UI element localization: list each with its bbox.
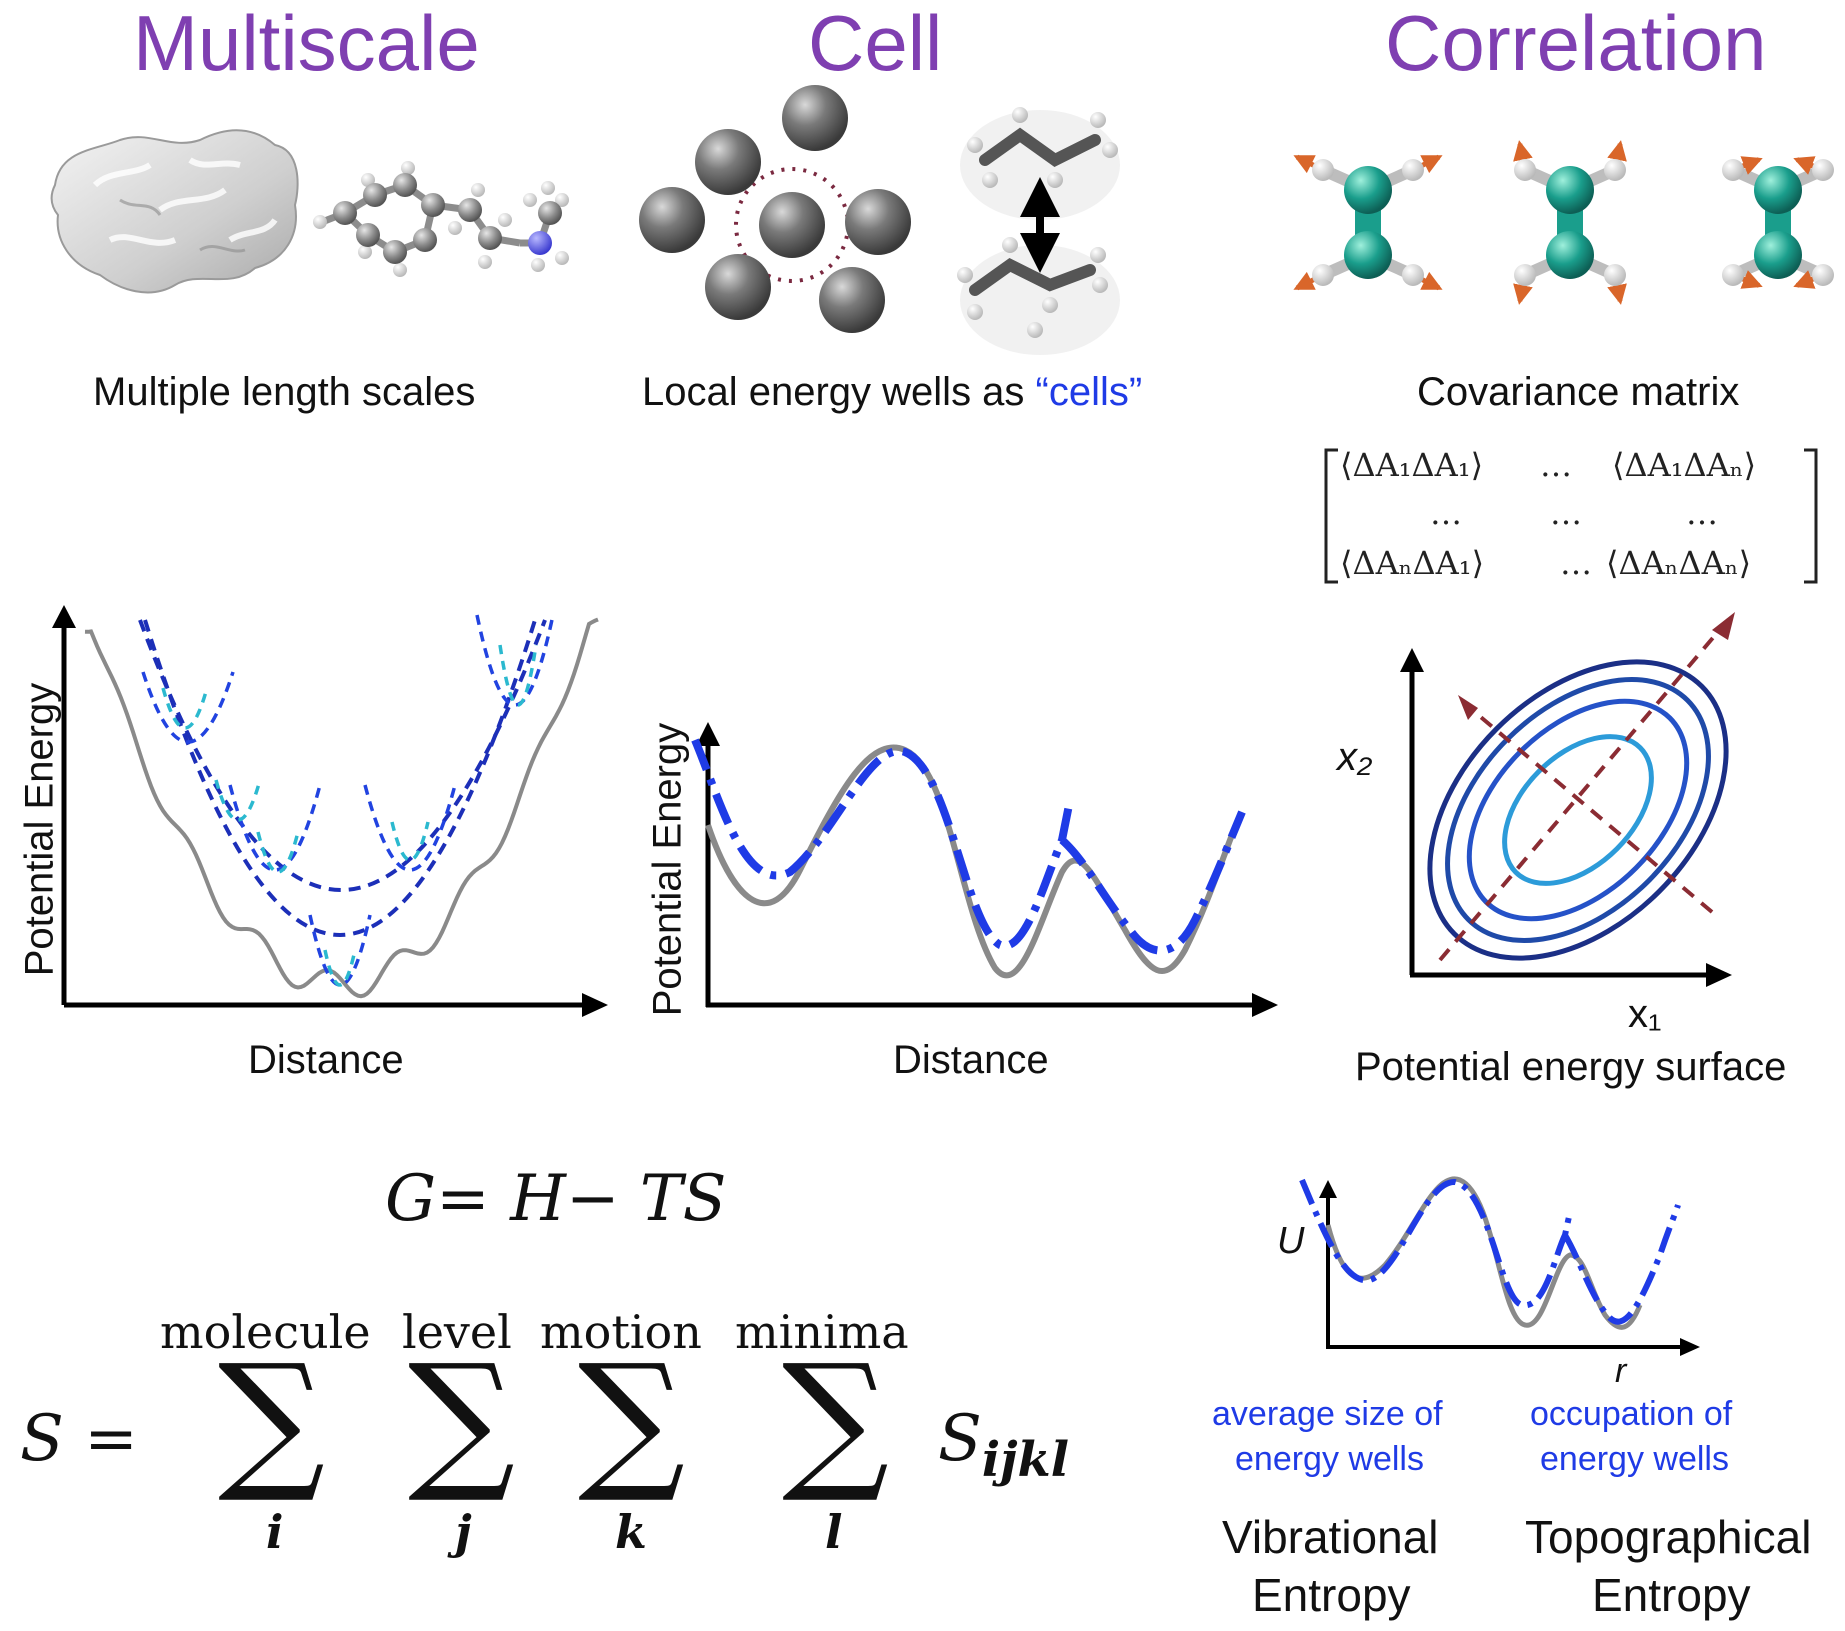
matrix-r1c3: ⟨ΔA₁ΔAₙ⟩ — [1612, 446, 1757, 484]
entropy-axis-u: U — [1277, 1220, 1305, 1262]
heading-multiscale: Multiscale — [133, 0, 480, 87]
vib-title-line1: Vibrational — [1222, 1511, 1439, 1563]
sum-index-j: j — [455, 1505, 472, 1559]
caption-local-energy-wells: Local energy wells as “cells” — [642, 370, 1142, 415]
caption-cells-prefix: Local energy wells as — [642, 370, 1036, 414]
multiscale-xlabel: Distance — [248, 1038, 404, 1082]
caption-potential-energy-surface: Potential energy surface — [1355, 1045, 1787, 1089]
sum-label-minima: minima — [735, 1305, 909, 1359]
ethylene-normal-modes — [1293, 140, 1834, 305]
sum-label-molecule: molecule — [160, 1305, 371, 1359]
vib-note-line1: average size of — [1212, 1395, 1443, 1433]
matrix-r2c1: … — [1430, 494, 1462, 532]
matrix-r2c3: … — [1686, 494, 1718, 532]
entropy-term-symbol: S — [938, 1402, 982, 1476]
sum-symbol-2: ∑ — [408, 1333, 516, 1507]
sum-symbol-3: ∑ — [578, 1333, 686, 1507]
matrix-r3c3: ⟨ΔAₙΔAₙ⟩ — [1606, 544, 1752, 582]
protein-surface-blob — [50, 129, 299, 294]
sum-index-i: i — [266, 1505, 284, 1559]
matrix-r2c2: … — [1550, 494, 1582, 532]
multiscale-ylabel: Potential Energy — [17, 682, 62, 977]
caption-covariance-matrix: Covariance matrix — [1417, 370, 1740, 414]
sum-index-l: l — [825, 1505, 843, 1559]
butane-pair-with-arrow — [957, 107, 1120, 355]
heading-correlation: Correlation — [1385, 0, 1767, 87]
caption-multiple-length-scales: Multiple length scales — [93, 370, 476, 414]
caption-cells-highlight: “cells” — [1035, 370, 1143, 414]
matrix-r1c1: ⟨ΔA₁ΔA₁⟩ — [1340, 446, 1484, 484]
multiscale-plot — [52, 605, 608, 1017]
gibbs-equation: G= H− TS — [385, 1162, 727, 1236]
matrix-r1c2: … — [1540, 446, 1572, 484]
topo-note-line2: energy wells — [1540, 1440, 1729, 1478]
vib-note-line2: energy wells — [1235, 1440, 1424, 1478]
sum-symbol-4: ∑ — [782, 1333, 890, 1507]
topo-note-line1: occupation of — [1530, 1395, 1733, 1433]
small-molecule-ball-and-stick — [313, 161, 569, 277]
matrix-r3c1: ⟨ΔAₙΔA₁⟩ — [1340, 544, 1485, 582]
sum-index-k: k — [615, 1505, 647, 1559]
sum-symbol-1: ∑ — [218, 1333, 326, 1507]
atom-cage — [639, 85, 911, 333]
entropy-lhs: S = — [20, 1402, 138, 1476]
vib-title-line2: Entropy — [1252, 1569, 1411, 1621]
potential-energy-surface-plot — [1400, 612, 1735, 987]
sum-label-motion: motion — [540, 1305, 702, 1359]
cell-ylabel: Potential Energy — [645, 722, 690, 1017]
heading-cell: Cell — [808, 0, 943, 87]
covariance-matrix-brackets — [1324, 448, 1818, 584]
cell-xlabel: Distance — [893, 1038, 1049, 1082]
entropy-plot — [1299, 1176, 1700, 1356]
surface-axis-x: x₁ — [1628, 992, 1662, 1036]
cell-plot — [691, 722, 1278, 1017]
sum-label-level: level — [402, 1305, 512, 1359]
entropy-term-subscript: ijkl — [981, 1432, 1069, 1488]
surface-axis-y: x₂ — [1337, 735, 1373, 779]
topo-title-line2: Entropy — [1592, 1569, 1751, 1621]
matrix-r3c2: … — [1560, 544, 1592, 582]
topo-title-line1: Topographical — [1525, 1511, 1812, 1563]
entropy-axis-r: r — [1615, 1352, 1627, 1390]
entropy-term: Sijkl — [938, 1402, 1069, 1488]
